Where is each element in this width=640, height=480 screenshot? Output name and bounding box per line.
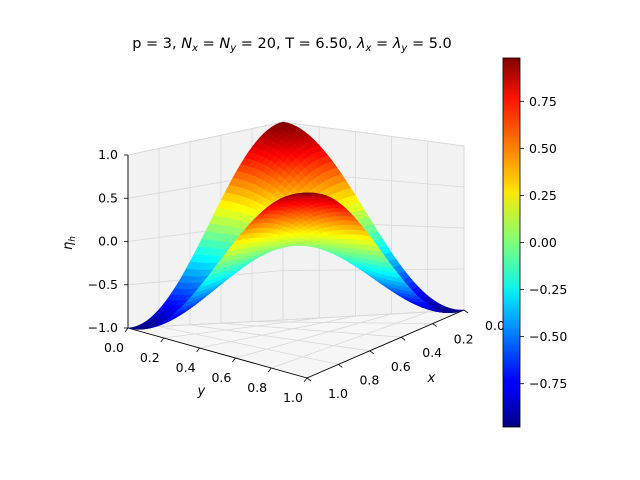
y-axis-line bbox=[306, 309, 465, 379]
surface-facet bbox=[302, 193, 311, 196]
z-tick-label: 1.0 bbox=[98, 147, 118, 162]
axis-lines bbox=[124, 154, 469, 383]
colorbar-tick-label: 0.75 bbox=[529, 94, 557, 109]
y-tick bbox=[303, 377, 308, 383]
chart-title: p = 3, Nx = Ny = 20, T = 6.50, λx = λy =… bbox=[132, 36, 452, 54]
colorbar-tick-label: −0.25 bbox=[529, 282, 567, 297]
x-tick-label: 0.0 bbox=[485, 318, 505, 333]
y-tick bbox=[124, 327, 129, 333]
colorbar-tick-label: 0.50 bbox=[529, 141, 557, 156]
grid-line bbox=[127, 309, 465, 329]
x-tick bbox=[306, 377, 312, 382]
z-tick-label: 0.5 bbox=[98, 190, 118, 205]
x-tick bbox=[400, 336, 406, 341]
x-tick-label: 0.8 bbox=[359, 372, 379, 387]
y-tick-label: 0.0 bbox=[104, 340, 124, 355]
x-tick-label: 0.2 bbox=[454, 332, 474, 347]
x-tick bbox=[463, 309, 469, 314]
x-tick-label: 0.6 bbox=[391, 359, 411, 374]
z-tick-label: −0.5 bbox=[88, 277, 118, 292]
x-axis-label: x bbox=[427, 371, 436, 386]
z-tick-label: −1.0 bbox=[88, 320, 118, 335]
x-tick bbox=[338, 364, 343, 368]
surface-plot bbox=[127, 121, 465, 330]
x-tick bbox=[369, 350, 375, 355]
tick-labels: 0.0 0.2 0.4 0.6 0.8 1.0 0.0 0.2 0.4 0.6 0.8 1.0 −1.0… bbox=[88, 147, 505, 405]
colorbar-tick-label: 0.00 bbox=[529, 235, 557, 250]
y-tick bbox=[196, 347, 200, 353]
y-tick-label: 0.6 bbox=[211, 370, 231, 385]
colorbar-tick-label: 0.25 bbox=[529, 188, 557, 203]
y-tick-label: 0.2 bbox=[140, 350, 160, 365]
colorbar: −0.75 −0.50 −0.25 0.00 0.25 0.50 0.75 bbox=[502, 57, 567, 428]
colorbar-gradient bbox=[502, 57, 521, 428]
y-tick-label: 0.8 bbox=[247, 380, 267, 395]
y-tick bbox=[267, 367, 272, 373]
colorbar-tick-label: −0.75 bbox=[529, 376, 567, 391]
z-axis-label: ηh bbox=[61, 236, 78, 250]
x-tick-label: 1.0 bbox=[328, 386, 348, 401]
colorbar-ticks: −0.75 −0.50 −0.25 0.00 0.25 0.50 0.75 bbox=[520, 94, 567, 391]
z-tick-label: 0.0 bbox=[98, 234, 118, 249]
y-tick bbox=[160, 337, 165, 343]
x-tick bbox=[432, 323, 437, 327]
x-axis-line bbox=[127, 327, 308, 379]
y-tick bbox=[232, 357, 236, 363]
x-tick-label: 0.4 bbox=[422, 345, 442, 360]
colorbar-tick-label: −0.50 bbox=[529, 329, 567, 344]
y-tick-label: 1.0 bbox=[283, 390, 303, 405]
y-tick-label: 0.4 bbox=[176, 360, 196, 375]
y-axis-label: y bbox=[197, 384, 206, 399]
